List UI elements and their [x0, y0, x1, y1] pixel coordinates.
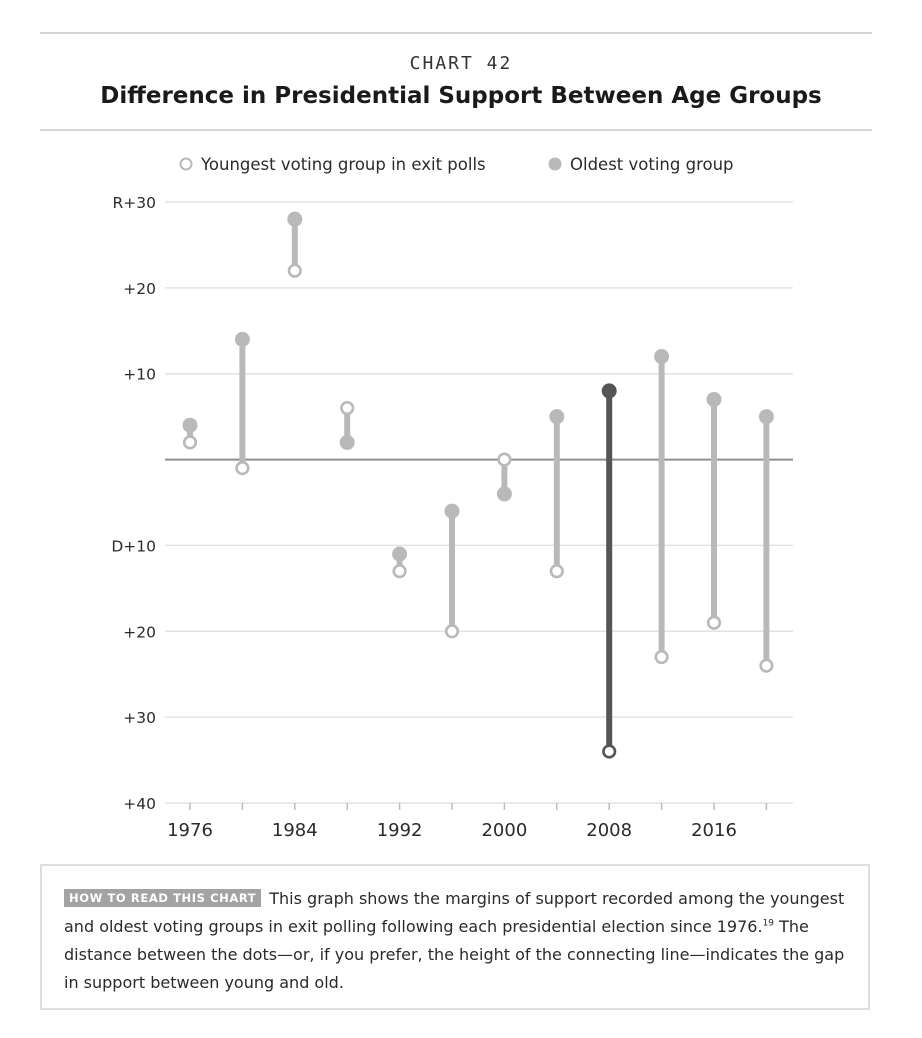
y-tick-label: +40 [123, 795, 156, 813]
oldest-point-2012 [654, 349, 670, 365]
top-rule [40, 32, 872, 34]
how-to-read-box: HOW TO READ THIS CHART This graph shows t… [40, 864, 870, 1010]
y-tick-label: R+30 [113, 194, 156, 212]
x-tick-label: 1992 [377, 820, 423, 841]
chart-kicker: CHART 42 [409, 53, 513, 74]
oldest-point-2000 [496, 486, 512, 502]
chart-title: Difference in Presidential Support Betwe… [100, 83, 822, 109]
oldest-point-1992 [392, 546, 408, 562]
dumbbell-chart: Youngest voting group in exit polls Oldes… [111, 155, 793, 841]
oldest-point-2008 [601, 383, 617, 399]
data-points [182, 211, 774, 759]
footnote-ref: 19 [762, 918, 774, 929]
legend-marker-youngest [179, 157, 193, 171]
how-to-read-text: This graph shows the margins of support … [64, 889, 845, 936]
youngest-point-2016 [706, 615, 722, 630]
how-to-read-label: HOW TO READ THIS CHART [64, 889, 262, 907]
title-rule [40, 129, 872, 131]
oldest-point-1988 [339, 434, 355, 450]
y-tick-label: +20 [123, 623, 156, 641]
x-tick-label: 2008 [586, 820, 632, 841]
youngest-point-2012 [654, 649, 669, 665]
legend: Youngest voting group in exit polls Oldes… [179, 155, 734, 174]
grid-lines [165, 201, 793, 804]
y-tick-label: D+10 [111, 537, 156, 555]
oldest-point-2004 [549, 409, 565, 425]
oldest-point-2016 [706, 391, 722, 407]
oldest-point-1984 [287, 211, 303, 227]
youngest-point-2008 [602, 744, 617, 759]
legend-label-oldest: Oldest voting group [570, 155, 734, 174]
youngest-point-1996 [444, 624, 460, 639]
y-tick-label: +30 [123, 709, 156, 727]
how-to-read-text-cont: The distance between the dots—or, if you… [64, 917, 845, 992]
x-tick-label: 2016 [691, 820, 737, 841]
youngest-point-1988 [340, 400, 355, 416]
x-axis: 1976 1984 1992 2000 2008 2016 [167, 803, 768, 841]
youngest-point-1984 [287, 263, 302, 278]
oldest-point-2020 [758, 409, 774, 425]
youngest-point-2020 [759, 658, 774, 673]
youngest-point-2004 [549, 564, 564, 579]
oldest-point-1976 [182, 417, 198, 433]
y-axis-labels: R+30 +20 +10 D+10 +20 +30 +40 [111, 194, 156, 813]
gap-lines [187, 219, 770, 752]
y-tick-label: +10 [123, 366, 156, 384]
youngest-point-1992 [392, 564, 407, 579]
youngest-point-2000 [497, 452, 512, 467]
youngest-point-1976 [182, 435, 198, 450]
oldest-point-1996 [444, 503, 460, 519]
x-tick-label: 1976 [167, 820, 213, 841]
x-tick-label: 2000 [481, 820, 527, 841]
oldest-point-1980 [234, 331, 250, 347]
legend-marker-oldest [548, 157, 562, 171]
youngest-point-1980 [235, 461, 250, 476]
legend-label-youngest: Youngest voting group in exit polls [200, 155, 486, 174]
y-tick-label: +20 [123, 280, 156, 298]
x-tick-label: 1984 [272, 820, 318, 841]
